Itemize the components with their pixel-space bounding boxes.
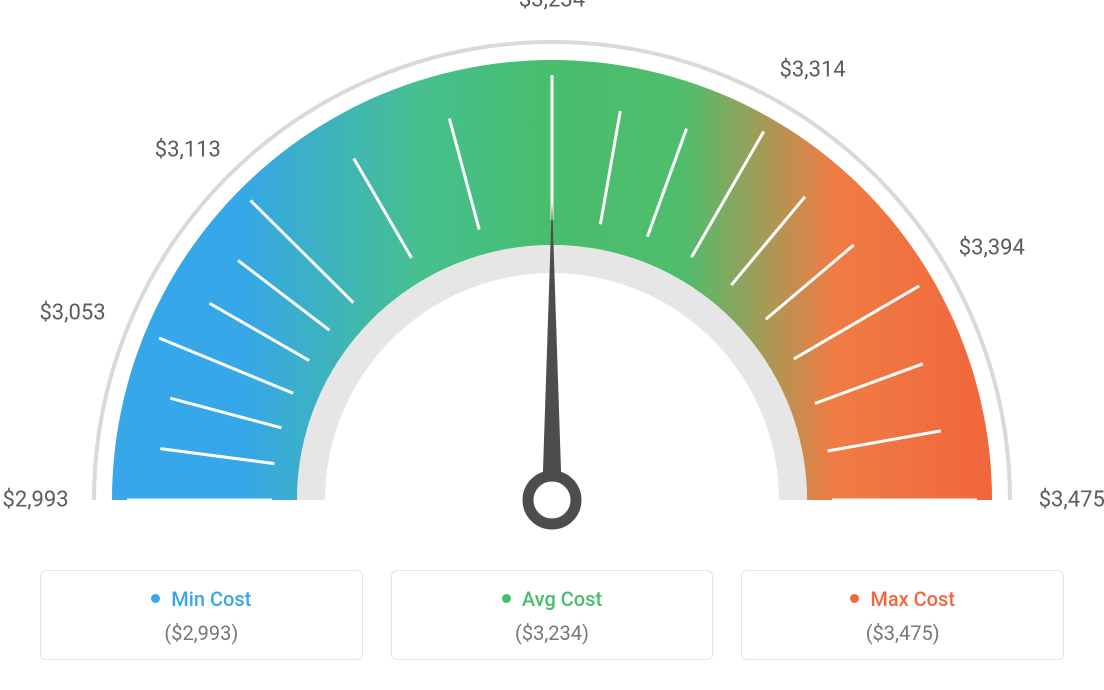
max-cost-value: ($3,475) bbox=[752, 621, 1053, 645]
avg-cost-value: ($3,234) bbox=[402, 621, 703, 645]
min-cost-label: Min Cost bbox=[171, 587, 251, 611]
max-dot-icon bbox=[850, 594, 859, 603]
needle-base-ring bbox=[528, 476, 576, 524]
tick-label: $3,113 bbox=[155, 137, 221, 162]
min-cost-card: Min Cost ($2,993) bbox=[40, 570, 363, 660]
max-cost-title: Max Cost bbox=[752, 587, 1053, 611]
tick-label: $3,394 bbox=[959, 236, 1025, 261]
tick-label: $3,234 bbox=[519, 0, 585, 13]
summary-row: Min Cost ($2,993) Avg Cost ($3,234) Max … bbox=[40, 570, 1064, 660]
gauge-svg bbox=[0, 0, 1104, 560]
tick-label: $3,053 bbox=[39, 301, 105, 326]
avg-cost-label: Avg Cost bbox=[522, 587, 602, 611]
avg-cost-title: Avg Cost bbox=[402, 587, 703, 611]
tick-label: $3,475 bbox=[1039, 488, 1104, 513]
avg-cost-card: Avg Cost ($3,234) bbox=[391, 570, 714, 660]
min-cost-title: Min Cost bbox=[51, 587, 352, 611]
min-dot-icon bbox=[151, 594, 160, 603]
tick-label: $2,993 bbox=[2, 488, 68, 513]
avg-dot-icon bbox=[502, 594, 511, 603]
tick-label: $3,314 bbox=[780, 58, 846, 83]
gauge-chart-container: $2,993 $3,053 $3,113 $3,234 $3,314 $3,394 $3,4… bbox=[0, 0, 1104, 690]
max-cost-card: Max Cost ($3,475) bbox=[741, 570, 1064, 660]
max-cost-label: Max Cost bbox=[870, 587, 955, 611]
min-cost-value: ($2,993) bbox=[51, 621, 352, 645]
